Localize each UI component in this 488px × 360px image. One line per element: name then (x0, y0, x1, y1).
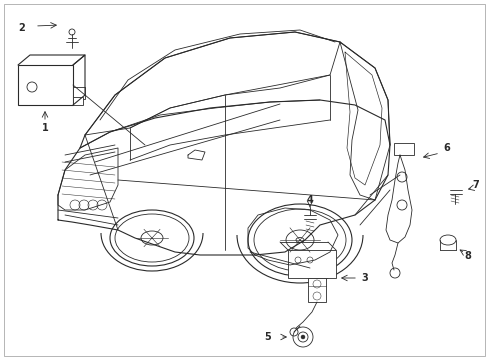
Text: 6: 6 (443, 143, 449, 153)
Text: 5: 5 (264, 332, 271, 342)
Text: 1: 1 (41, 123, 48, 133)
Text: 4: 4 (306, 195, 313, 205)
Text: 2: 2 (19, 23, 25, 33)
Bar (18, 65, 73, 105)
Bar (307, 278, 325, 302)
Bar (73, 97, 83, 105)
Text: 8: 8 (464, 251, 470, 261)
Ellipse shape (295, 238, 304, 243)
Bar (73, 87, 85, 99)
Text: 3: 3 (361, 273, 367, 283)
Circle shape (301, 335, 305, 339)
Bar (393, 143, 413, 155)
Bar (287, 250, 335, 278)
Text: 7: 7 (472, 180, 478, 190)
